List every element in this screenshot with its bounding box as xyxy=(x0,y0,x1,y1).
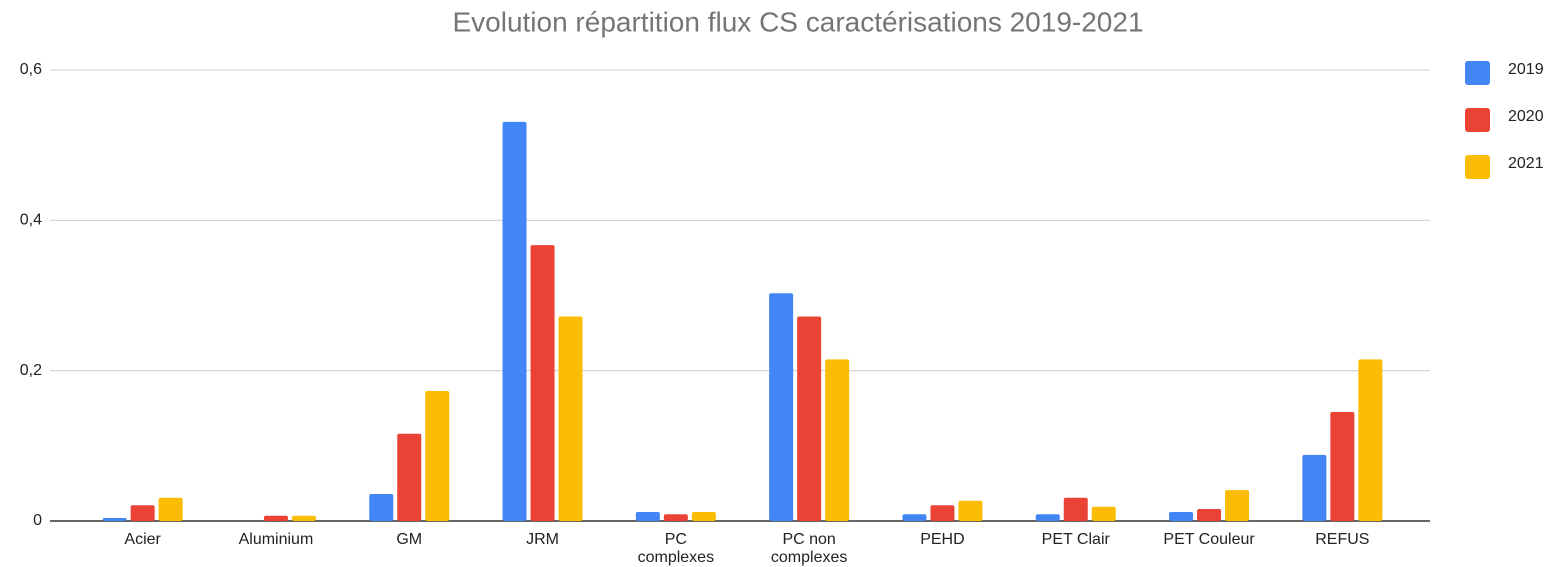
bar xyxy=(1169,511,1194,521)
bar xyxy=(635,511,660,521)
bar xyxy=(1197,508,1222,521)
bar xyxy=(263,515,288,521)
legend-swatch xyxy=(1465,61,1490,85)
bar xyxy=(930,505,955,521)
bar xyxy=(769,293,794,521)
bar xyxy=(958,500,983,521)
y-tick-label: 0,2 xyxy=(20,362,42,379)
chart-title: Evolution répartition flux CS caractéris… xyxy=(452,6,1143,37)
bar xyxy=(663,514,688,521)
bar xyxy=(558,316,583,521)
bar xyxy=(158,497,183,521)
bar xyxy=(1302,454,1327,521)
x-tick-label: GM xyxy=(396,531,423,548)
x-tick-label: Acier xyxy=(124,531,161,548)
bar xyxy=(1225,490,1250,521)
bar xyxy=(1035,514,1060,521)
bar xyxy=(397,433,422,521)
bar xyxy=(291,515,316,521)
x-tick-label: Aluminium xyxy=(238,531,314,548)
bar xyxy=(425,390,450,521)
bar xyxy=(825,359,850,521)
bar xyxy=(369,493,394,521)
legend-label: 2021 xyxy=(1508,155,1544,172)
bar xyxy=(797,316,822,521)
x-tick-label: PET Clair xyxy=(1041,531,1110,548)
y-tick-label: 0,4 xyxy=(20,212,42,229)
x-tick-label: REFUS xyxy=(1315,531,1370,548)
y-tick-label: 0,6 xyxy=(20,61,42,78)
bar xyxy=(502,121,527,522)
legend-label: 2019 xyxy=(1508,61,1544,78)
y-tick-label: 0 xyxy=(33,512,42,529)
x-tick-label: JRM xyxy=(526,531,559,548)
bar xyxy=(1330,412,1355,521)
x-tick-label: PET Couleur xyxy=(1163,531,1255,548)
legend-label: 2020 xyxy=(1508,108,1544,125)
bar xyxy=(691,511,716,521)
bar xyxy=(530,245,555,521)
bar xyxy=(1358,359,1383,521)
x-tick-label: PC non complexes xyxy=(770,531,848,566)
bar xyxy=(102,517,127,521)
legend-swatch xyxy=(1465,108,1490,132)
legend-swatch xyxy=(1465,155,1490,179)
bar xyxy=(1091,506,1116,521)
bar xyxy=(902,514,927,521)
x-tick-label: PC complexes xyxy=(637,531,715,566)
bar xyxy=(130,505,155,521)
x-tick-label: PEHD xyxy=(920,531,965,548)
bar xyxy=(1063,497,1088,521)
